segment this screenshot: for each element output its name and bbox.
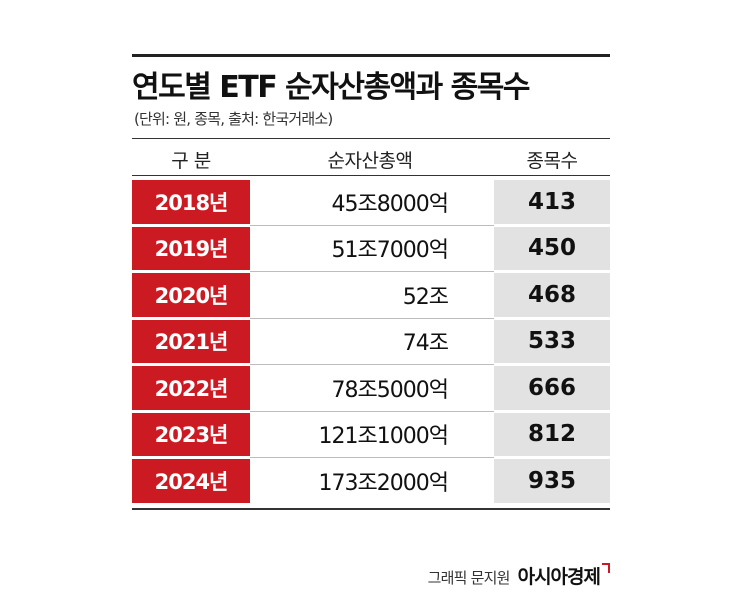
- amount-cell: 74조: [402, 331, 449, 357]
- header-amount: 순자산총액: [327, 150, 413, 172]
- header-count: 종목수: [526, 150, 578, 172]
- row-divider: [250, 224, 494, 226]
- data-table: 2018년 45조8000억 413 2019년 51조7000억 450 20…: [132, 180, 610, 506]
- table-row: 2020년 52조 468: [132, 273, 610, 319]
- amount-cell: 51조7000억: [331, 238, 449, 264]
- row-divider: [250, 410, 494, 412]
- amount-cell: 78조5000억: [331, 377, 449, 403]
- count-cell: 935: [494, 459, 610, 503]
- table-row: 2019년 51조7000억 450: [132, 226, 610, 272]
- count-cell: 450: [494, 226, 610, 270]
- table-row: 2021년 74조 533: [132, 319, 610, 365]
- bottom-rule: [132, 508, 610, 510]
- year-cell: 2018년: [132, 180, 250, 224]
- credit-line: 그래픽 문지원 아시아경제: [428, 562, 610, 589]
- count-cell: 533: [494, 319, 610, 363]
- table-row: 2022년 78조5000억 666: [132, 366, 610, 412]
- units-source-note: (단위: 원, 종목, 출처: 한국거래소): [134, 110, 333, 128]
- count-cell: 468: [494, 273, 610, 317]
- top-rule: [132, 54, 610, 57]
- count-cell: 413: [494, 180, 610, 224]
- header-year: 구 분: [171, 150, 211, 172]
- year-cell: 2019년: [132, 226, 250, 270]
- graphic-credit: 그래픽 문지원: [427, 569, 511, 587]
- count-cell: 812: [494, 412, 610, 456]
- table-row: 2023년 121조1000억 812: [132, 412, 610, 458]
- publisher-logo: 아시아경제: [517, 566, 601, 588]
- year-cell: 2021년: [132, 319, 250, 363]
- count-cell: 666: [494, 366, 610, 410]
- logo-mark-icon: [602, 563, 610, 573]
- year-cell: 2020년: [132, 273, 250, 317]
- row-divider: [250, 364, 494, 365]
- table-row: 2024년 173조2000억 935: [132, 459, 610, 503]
- year-cell: 2022년: [132, 366, 250, 410]
- row-divider: [250, 457, 494, 458]
- year-cell: 2023년: [132, 412, 250, 456]
- amount-cell: 45조8000억: [331, 191, 449, 217]
- amount-cell: 52조: [402, 284, 449, 310]
- table-header: 구 분 순자산총액 종목수: [132, 138, 610, 176]
- table-row: 2018년 45조8000억 413: [132, 180, 610, 226]
- row-divider: [250, 317, 494, 319]
- amount-cell: 173조2000억: [318, 470, 449, 496]
- amount-cell: 121조1000억: [318, 424, 449, 450]
- chart-title: 연도별 ETF 순자산총액과 종목수: [132, 70, 530, 105]
- row-divider: [250, 271, 494, 272]
- year-cell: 2024년: [132, 459, 250, 503]
